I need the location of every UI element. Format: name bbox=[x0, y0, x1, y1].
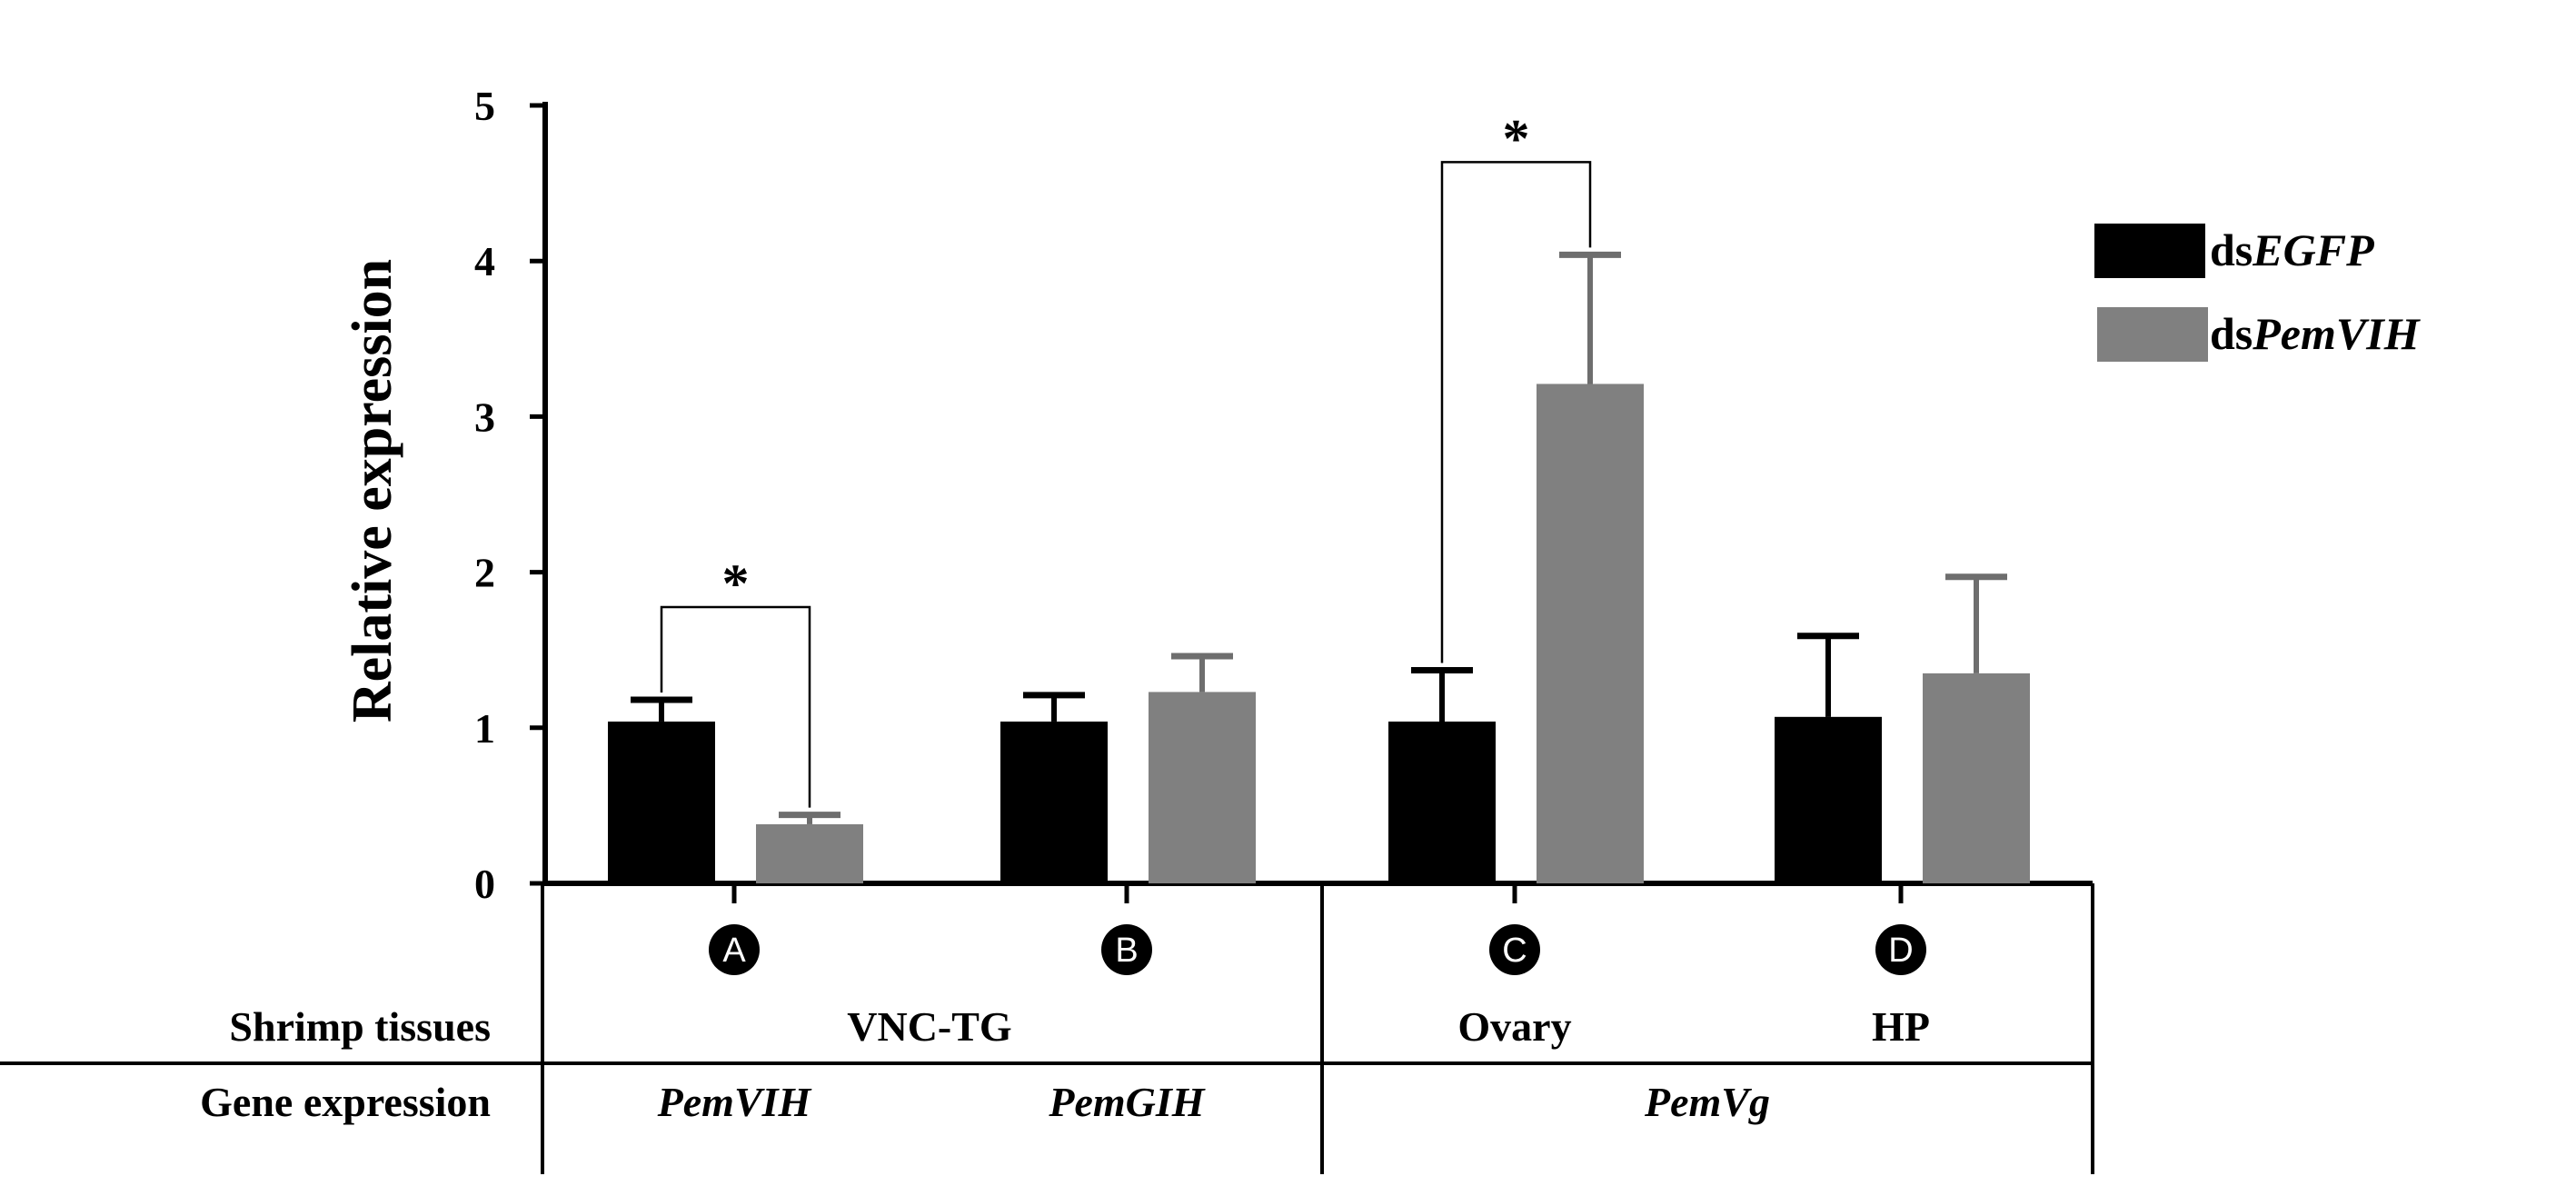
legend: dsEGFP dsPemVIH bbox=[2094, 224, 2422, 362]
bar-group bbox=[608, 384, 2030, 883]
gene-label-pemvg: PemVg bbox=[1644, 1079, 1770, 1125]
y-tick-label: 3 bbox=[474, 394, 495, 440]
category-markers: A B C D bbox=[709, 883, 1926, 975]
legend-label-dsegfp: dsEGFP bbox=[2210, 224, 2374, 275]
error-bars bbox=[631, 251, 2007, 824]
y-axis-title: Relative expression bbox=[342, 259, 403, 723]
category-badge-B bbox=[1101, 924, 1152, 975]
significance-star-C: * bbox=[1503, 108, 1530, 168]
significance-bracket-A bbox=[660, 605, 811, 808]
y-ticks: 0 1 2 3 4 5 bbox=[474, 83, 545, 907]
legend-italic-dsegfp: EGFP bbox=[2252, 224, 2374, 275]
gene-label-pemvih: PemVIH bbox=[657, 1079, 812, 1125]
tissue-label-vnc-tg: VNC-TG bbox=[847, 1003, 1011, 1050]
legend-italic-dspemvih: PemVIH bbox=[2252, 308, 2421, 359]
category-label-A: A bbox=[722, 932, 746, 970]
y-tick-label: 4 bbox=[474, 238, 495, 284]
significance-star-A: * bbox=[722, 553, 750, 613]
tissue-label-hp: HP bbox=[1872, 1003, 1930, 1050]
y-tick-label: 2 bbox=[474, 550, 495, 596]
legend-swatch-dsegfp bbox=[2094, 224, 2205, 278]
table-lines bbox=[0, 883, 2094, 1174]
row-header-tissues: Shrimp tissues bbox=[229, 1003, 491, 1050]
y-tick-label: 1 bbox=[474, 705, 495, 752]
category-badge-A bbox=[709, 924, 760, 975]
significance-bracket-C bbox=[1440, 161, 1592, 663]
category-badge-D bbox=[1875, 924, 1926, 975]
row-header-genes: Gene expression bbox=[200, 1079, 491, 1125]
y-tick-label: 5 bbox=[474, 83, 495, 129]
y-tick-label: 0 bbox=[474, 861, 495, 907]
bar-dsPemVIH-A bbox=[756, 823, 863, 883]
legend-label-dspemvih: dsPemVIH bbox=[2210, 308, 2422, 359]
legend-prefix-dspemvih: ds bbox=[2210, 308, 2253, 359]
legend-prefix-dsegfp: ds bbox=[2210, 224, 2253, 275]
bar-dsPemVIH-D bbox=[1923, 673, 2030, 883]
bar-dsPemVIH-C bbox=[1537, 384, 1644, 883]
legend-swatch-dspemvih bbox=[2097, 307, 2208, 362]
tissue-label-ovary: Ovary bbox=[1457, 1003, 1571, 1050]
bar-dsEGFP-A bbox=[608, 721, 715, 883]
gene-label-pemgih: PemGIH bbox=[1048, 1079, 1205, 1125]
significance-brackets: ** bbox=[660, 108, 1592, 808]
category-label-B: B bbox=[1115, 932, 1138, 970]
bar-dsPemVIH-B bbox=[1149, 692, 1256, 883]
bar-dsEGFP-B bbox=[1000, 721, 1108, 883]
bar-dsEGFP-D bbox=[1775, 716, 1882, 883]
category-badge-C bbox=[1489, 924, 1540, 975]
category-label-C: C bbox=[1502, 932, 1527, 970]
category-label-D: D bbox=[1888, 932, 1913, 970]
bar-dsEGFP-C bbox=[1388, 721, 1496, 883]
